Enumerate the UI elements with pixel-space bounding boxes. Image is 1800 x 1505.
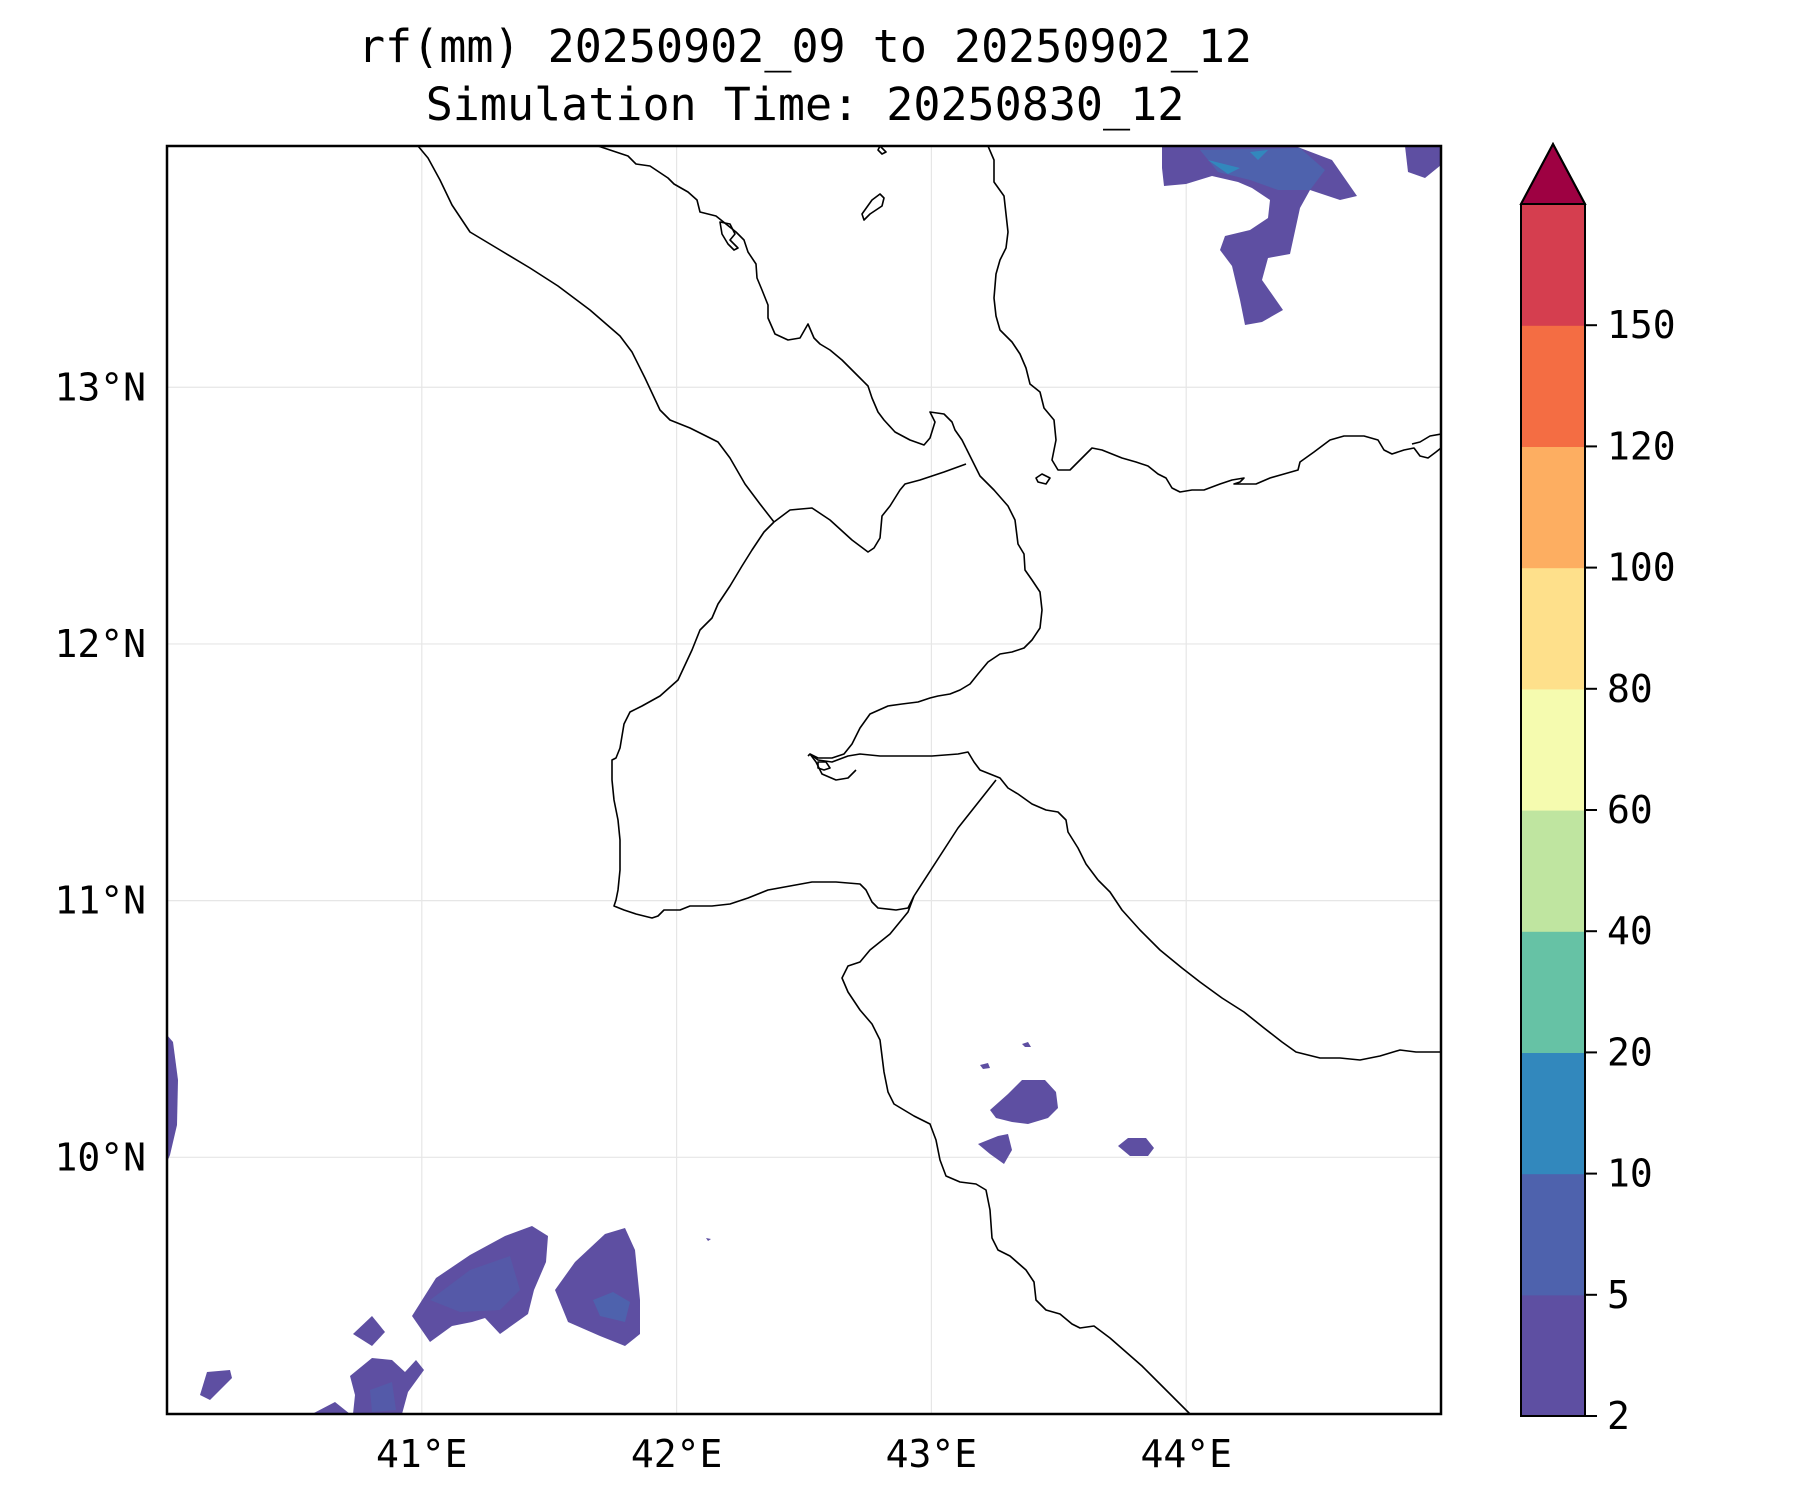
colorbar-bin-3 <box>1521 931 1585 1053</box>
djibouti-somaliland-border <box>913 779 997 897</box>
lon-tick-label-1: 42°E <box>631 1432 723 1476</box>
colorbar-bin-4 <box>1521 810 1585 932</box>
colorbar-outline <box>1520 141 1586 1417</box>
lat-tick-label-3: 10°N <box>54 1135 146 1179</box>
colorbar-bin-6 <box>1521 567 1585 690</box>
colorbar-tick-label-7: 100 <box>1607 546 1676 590</box>
longitude-tick-labels: 41°E 42°E 43°E 44°E <box>376 1432 1232 1476</box>
colorbar-tick-label-5: 60 <box>1607 788 1653 832</box>
somaliland-coast <box>1097 879 1441 1061</box>
lon-tick-label-2: 43°E <box>886 1432 978 1476</box>
colorbar-bin-7 <box>1521 446 1585 569</box>
colorbar-bin-0 <box>1521 1294 1585 1417</box>
colorbar-bin-8 <box>1521 325 1585 447</box>
colorbar-bin-1 <box>1521 1173 1585 1296</box>
colorbar-bin-9 <box>1521 204 1585 326</box>
colorbar-tick-label-0: 2 <box>1607 1394 1630 1438</box>
rain-patches-somaliland <box>706 1042 1154 1241</box>
colorbar-tick-label-4: 40 <box>1607 909 1653 953</box>
lat-tick-label-1: 12°N <box>54 622 146 666</box>
colorbar-tick-label-6: 80 <box>1607 667 1653 711</box>
yemen-coast-east <box>1411 433 1441 445</box>
colorbar: 2 5 10 20 40 60 80 100 120 150 <box>1519 141 1676 1438</box>
map-background <box>167 146 1441 1414</box>
map-title: rf(mm) 20250902_09 to 20250902_12 <box>358 20 1252 73</box>
eritrea-island <box>719 221 739 251</box>
colorbar-extend-arrow <box>1519 141 1587 205</box>
hanish-island <box>861 193 885 221</box>
lon-tick-label-0: 41°E <box>376 1432 468 1476</box>
lake-assal-shore <box>809 753 857 781</box>
rain-patch-west-edge <box>167 1035 178 1162</box>
eritrea-coast <box>597 146 967 449</box>
ethiopia-djibouti-border <box>611 521 915 919</box>
coastlines-and-borders <box>417 146 1441 1414</box>
lat-tick-label-0: 13°N <box>54 365 146 409</box>
rain-patches-southwest <box>200 1226 640 1414</box>
colorbar-tick-label-3: 20 <box>1607 1030 1653 1074</box>
latitude-tick-labels: 13°N 12°N 11°N 10°N <box>54 365 146 1179</box>
gulf-of-tadjoura <box>809 751 1099 881</box>
djibouti-coast <box>807 447 1043 759</box>
colorbar-bin-2 <box>1521 1052 1585 1175</box>
eritrea-island-small <box>877 146 887 155</box>
map-plot-area: 41°E 42°E 43°E 44°E 13°N 12°N 11°N 10°N <box>54 144 1443 1476</box>
rainfall-contours <box>167 146 1441 1414</box>
gridlines <box>167 146 1441 1414</box>
rain-patch-northeast <box>1162 146 1441 325</box>
eritrea-djibouti-border <box>773 463 967 553</box>
ethiopia-somaliland-border <box>841 895 1191 1414</box>
colorbar-tick-label-2: 10 <box>1607 1152 1653 1196</box>
colorbar-tick-label-8: 120 <box>1607 424 1676 468</box>
colorbar-tick-label-1: 5 <box>1607 1273 1630 1317</box>
colorbar-bin-5 <box>1521 688 1585 811</box>
lat-tick-label-2: 11°N <box>54 879 146 923</box>
eritrea-ethiopia-border <box>417 146 775 523</box>
colorbar-tick-label-9: 150 <box>1607 303 1676 347</box>
musha-islands <box>817 761 831 771</box>
map-frame <box>165 144 1443 1416</box>
perim-island <box>1035 473 1051 485</box>
lon-tick-label-3: 44°E <box>1140 1432 1232 1476</box>
map-subtitle: Simulation Time: 20250830_12 <box>426 78 1185 131</box>
yemen-coast <box>987 146 1441 493</box>
